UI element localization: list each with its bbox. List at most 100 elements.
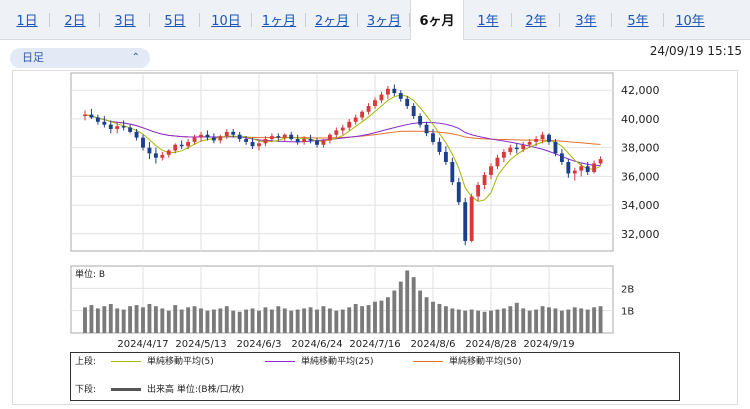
candle-body: [205, 134, 210, 138]
tab-8[interactable]: 6ヶ月: [410, 0, 464, 40]
candle-body: [199, 134, 203, 138]
candle-body: [334, 130, 339, 135]
volume-bar: [250, 308, 255, 333]
tab-5[interactable]: 1ヶ月: [252, 0, 306, 40]
candle-body: [269, 136, 274, 140]
candle-body: [443, 151, 448, 162]
candle-interval-select[interactable]: 日足 ⌃: [10, 48, 150, 68]
volume-bar: [476, 310, 481, 333]
volume-bar: [514, 302, 519, 333]
volume-bar: [559, 310, 564, 333]
tab-0[interactable]: 1日: [4, 0, 50, 40]
volume-bar: [302, 308, 307, 333]
volume-bar: [592, 307, 597, 333]
candle-body: [553, 141, 558, 154]
candle-body: [289, 134, 294, 140]
legend-ma25: 単純移動平均(25): [301, 357, 374, 367]
candle-body: [424, 124, 429, 134]
candle-body: [373, 100, 377, 107]
x-tick-label: 2024/5/13: [175, 339, 226, 350]
tab-11[interactable]: 3年: [560, 0, 612, 40]
candle-body: [237, 134, 242, 140]
tab-6[interactable]: 2ヶ月: [306, 0, 358, 40]
candle-body: [482, 174, 487, 185]
volume-bar: [334, 310, 339, 333]
candle-body: [141, 137, 145, 148]
volume-bar: [501, 308, 506, 333]
candle-body: [134, 131, 139, 138]
candle-body: [257, 143, 261, 147]
chart-legend: 上段: 単純移動平均(5) 単純移動平均(25) 単純移動平均(50) 下段: …: [70, 352, 680, 401]
tab-13[interactable]: 10年: [675, 14, 705, 29]
volume-bar: [353, 303, 358, 333]
volume-bar: [411, 277, 416, 333]
legend-ma50-swatch: [413, 361, 443, 362]
volume-bar: [456, 309, 461, 333]
legend-ma5-swatch: [111, 361, 141, 362]
volume-bar: [257, 310, 261, 333]
candle-body: [398, 93, 403, 99]
candle-body: [244, 139, 249, 142]
candle-body: [418, 116, 423, 125]
legend-lower-label: 下段:: [75, 385, 97, 395]
x-tick-label: 2024/9/19: [523, 339, 574, 350]
candle-body: [308, 139, 313, 141]
price-plot-area: [70, 72, 614, 252]
candle-body: [579, 166, 584, 171]
tab-7[interactable]: 3ヶ月: [358, 0, 410, 40]
candle-body: [166, 150, 171, 155]
candle-body: [231, 131, 236, 135]
volume-bar: [327, 308, 332, 333]
ma5-line: [84, 94, 601, 202]
volume-bar: [295, 309, 300, 333]
volume-bar: [585, 309, 590, 333]
candle-body: [540, 134, 545, 140]
volume-bar: [482, 311, 487, 333]
candle-body: [211, 137, 216, 141]
volume-bar: [489, 310, 493, 333]
candle-body: [192, 137, 197, 142]
candle-body: [385, 88, 390, 95]
candle-body: [489, 166, 493, 175]
legend-ma25-swatch: [265, 361, 295, 362]
legend-ma50: 単純移動平均(50): [449, 357, 522, 367]
chart-panel: 42,000 40,000 38,000 36,000 34,000 32,000 2B 1B…: [12, 70, 738, 405]
tab-10[interactable]: 2年: [512, 0, 560, 40]
tab-3[interactable]: 5日: [150, 0, 200, 40]
candle-body: [224, 131, 229, 137]
tab-4[interactable]: 10日: [200, 0, 252, 40]
price-tick-label: 42,000: [621, 84, 660, 97]
candle-body: [276, 136, 281, 138]
volume-bar: [360, 306, 365, 333]
tab-12[interactable]: 5年: [612, 0, 664, 40]
candle-body: [121, 126, 126, 128]
candle-body: [572, 170, 577, 174]
tab-2[interactable]: 3日: [100, 0, 150, 40]
candle-body: [392, 88, 397, 94]
price-tick-label: 38,000: [621, 142, 660, 155]
candle-body: [128, 127, 133, 132]
candle-body: [327, 134, 332, 141]
candle-body: [514, 147, 519, 150]
price-tick-label: 36,000: [621, 170, 660, 183]
volume-bar: [115, 308, 120, 333]
candle-body: [411, 106, 416, 117]
volume-bar: [379, 300, 384, 333]
candle-body: [508, 147, 513, 152]
candle-body: [315, 140, 319, 145]
candle-body: [218, 136, 223, 141]
volume-bar: [340, 309, 345, 333]
volume-bar: [276, 306, 281, 333]
volume-bar: [237, 311, 242, 333]
volume-bar: [269, 309, 274, 333]
x-tick-label: 2024/8/28: [465, 339, 516, 350]
volume-bar: [315, 309, 319, 333]
volume-bar: [263, 307, 268, 333]
volume-bar: [579, 308, 584, 333]
volume-bar: [347, 307, 352, 333]
tab-9[interactable]: 1年: [464, 0, 512, 40]
tab-1[interactable]: 2日: [50, 0, 100, 40]
candle-body: [366, 106, 371, 112]
candle-body: [495, 157, 500, 167]
volume-bar: [121, 309, 126, 333]
